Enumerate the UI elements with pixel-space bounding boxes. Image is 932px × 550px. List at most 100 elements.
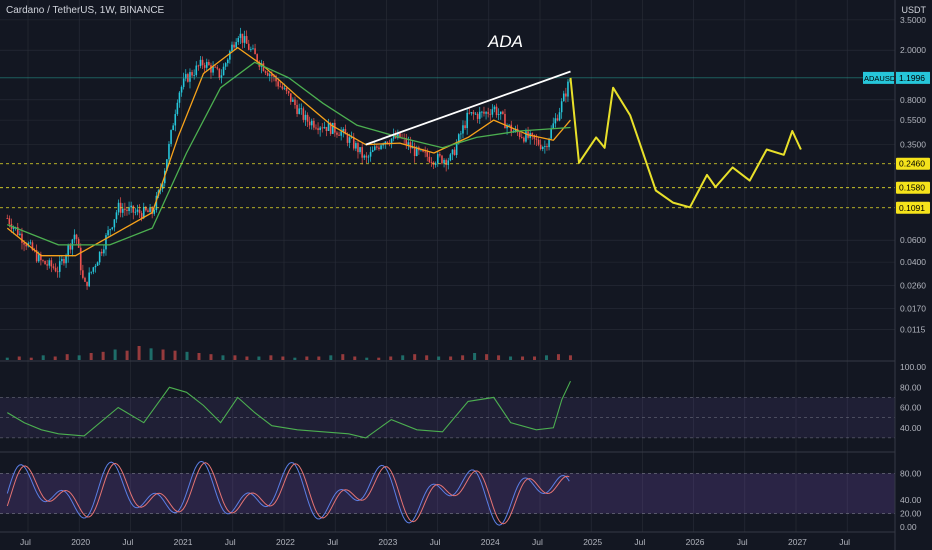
candle-body bbox=[283, 87, 286, 89]
volume-bar bbox=[221, 355, 225, 360]
candle-body bbox=[531, 133, 534, 135]
candle-body bbox=[239, 33, 242, 38]
candle-body bbox=[256, 54, 258, 62]
candle-body bbox=[12, 227, 15, 229]
candle-body bbox=[462, 125, 464, 134]
candle-body bbox=[235, 42, 237, 48]
candle-body bbox=[170, 130, 172, 144]
volume-bar bbox=[41, 355, 45, 360]
candle-body bbox=[199, 59, 202, 66]
candle-body bbox=[63, 259, 65, 264]
trendline[interactable] bbox=[365, 70, 571, 146]
candle-body bbox=[69, 245, 72, 250]
volume-bar bbox=[269, 355, 273, 360]
candle-body bbox=[405, 138, 408, 146]
candle-body bbox=[350, 137, 353, 138]
candle-body bbox=[392, 134, 395, 139]
candle-body bbox=[359, 147, 361, 153]
candle-body bbox=[289, 93, 292, 102]
candle-body bbox=[451, 149, 454, 155]
candle-body bbox=[352, 137, 355, 149]
stoch-d-line bbox=[6, 462, 570, 525]
candle-body bbox=[554, 118, 557, 124]
candle-body bbox=[548, 138, 550, 148]
level-label-bg bbox=[896, 157, 930, 170]
candle-body bbox=[472, 112, 475, 114]
chart-bg bbox=[0, 0, 895, 550]
candle-body bbox=[233, 44, 235, 48]
candle-body bbox=[111, 227, 114, 230]
candle-body bbox=[537, 139, 540, 145]
candle-body bbox=[52, 266, 55, 268]
volume-bar bbox=[149, 348, 153, 360]
stoch-tick-label: 80.00 bbox=[900, 468, 922, 478]
candle-body bbox=[254, 48, 256, 55]
candle-body bbox=[327, 122, 330, 132]
candle-body bbox=[56, 271, 59, 273]
support-levels: 0.2460 0.1580 0.1091 ADAUSDT 1.1996 bbox=[0, 71, 930, 214]
candle-body bbox=[262, 63, 265, 72]
volume-bar bbox=[101, 351, 105, 360]
candle-body bbox=[229, 51, 231, 60]
candle-body bbox=[58, 261, 61, 272]
candle-body bbox=[313, 120, 315, 128]
candle-body bbox=[37, 254, 40, 262]
candle-body bbox=[426, 151, 429, 157]
volume-bar bbox=[233, 355, 237, 360]
candle-body bbox=[329, 122, 332, 134]
volume-bar bbox=[209, 354, 213, 360]
candle-body bbox=[61, 259, 63, 262]
y-tick-label: 0.5500 bbox=[900, 115, 926, 125]
trendline-path bbox=[365, 70, 571, 146]
y-tick-label: 0.0170 bbox=[900, 303, 926, 313]
candle-body bbox=[476, 113, 479, 119]
candle-body bbox=[386, 141, 389, 144]
candle-body bbox=[140, 213, 143, 219]
candle-body bbox=[136, 209, 139, 212]
candle-body bbox=[222, 66, 225, 76]
projection-path[interactable] bbox=[569, 77, 802, 209]
candle-body bbox=[264, 71, 267, 73]
candle-body bbox=[130, 205, 132, 208]
volume-bar bbox=[173, 350, 177, 360]
candle-body bbox=[287, 91, 290, 94]
candle-body bbox=[132, 205, 135, 213]
candle-body bbox=[302, 108, 305, 120]
candle-body bbox=[128, 207, 130, 211]
candle-body bbox=[195, 65, 198, 76]
candle-body bbox=[565, 93, 567, 97]
candle-body bbox=[275, 76, 277, 82]
candle-body bbox=[342, 129, 345, 132]
candle-body bbox=[434, 163, 437, 165]
candle-body bbox=[189, 72, 191, 82]
candle-body bbox=[279, 86, 282, 88]
candle-body bbox=[457, 134, 460, 144]
candle-body bbox=[357, 143, 359, 153]
candle-body bbox=[23, 242, 25, 245]
candle-body bbox=[346, 134, 349, 143]
candle-body bbox=[88, 272, 90, 287]
ada-annotation: ADA bbox=[488, 32, 523, 51]
candle-body bbox=[142, 206, 145, 219]
volume-bar bbox=[245, 356, 249, 360]
volume-bar bbox=[293, 357, 297, 360]
stoch-tick-label: 40.00 bbox=[900, 495, 922, 505]
candle-body bbox=[331, 122, 334, 134]
candle-body bbox=[355, 143, 357, 149]
candle-body bbox=[48, 260, 51, 266]
candle-body bbox=[399, 133, 401, 138]
candle-body bbox=[92, 267, 95, 272]
candle-body bbox=[180, 86, 183, 93]
candle-body bbox=[376, 146, 378, 148]
level-label: 0.1580 bbox=[899, 183, 925, 193]
candle-body bbox=[447, 160, 450, 165]
candle-body bbox=[153, 209, 156, 214]
candle-body bbox=[19, 233, 21, 235]
candle-body bbox=[413, 146, 416, 157]
candle-body bbox=[79, 247, 82, 271]
volume-bar bbox=[113, 349, 117, 360]
currency-label: USDT bbox=[901, 5, 927, 15]
y-tick-label: 0.0115 bbox=[900, 325, 926, 335]
candle-body bbox=[250, 48, 252, 50]
candle-body bbox=[525, 131, 527, 142]
